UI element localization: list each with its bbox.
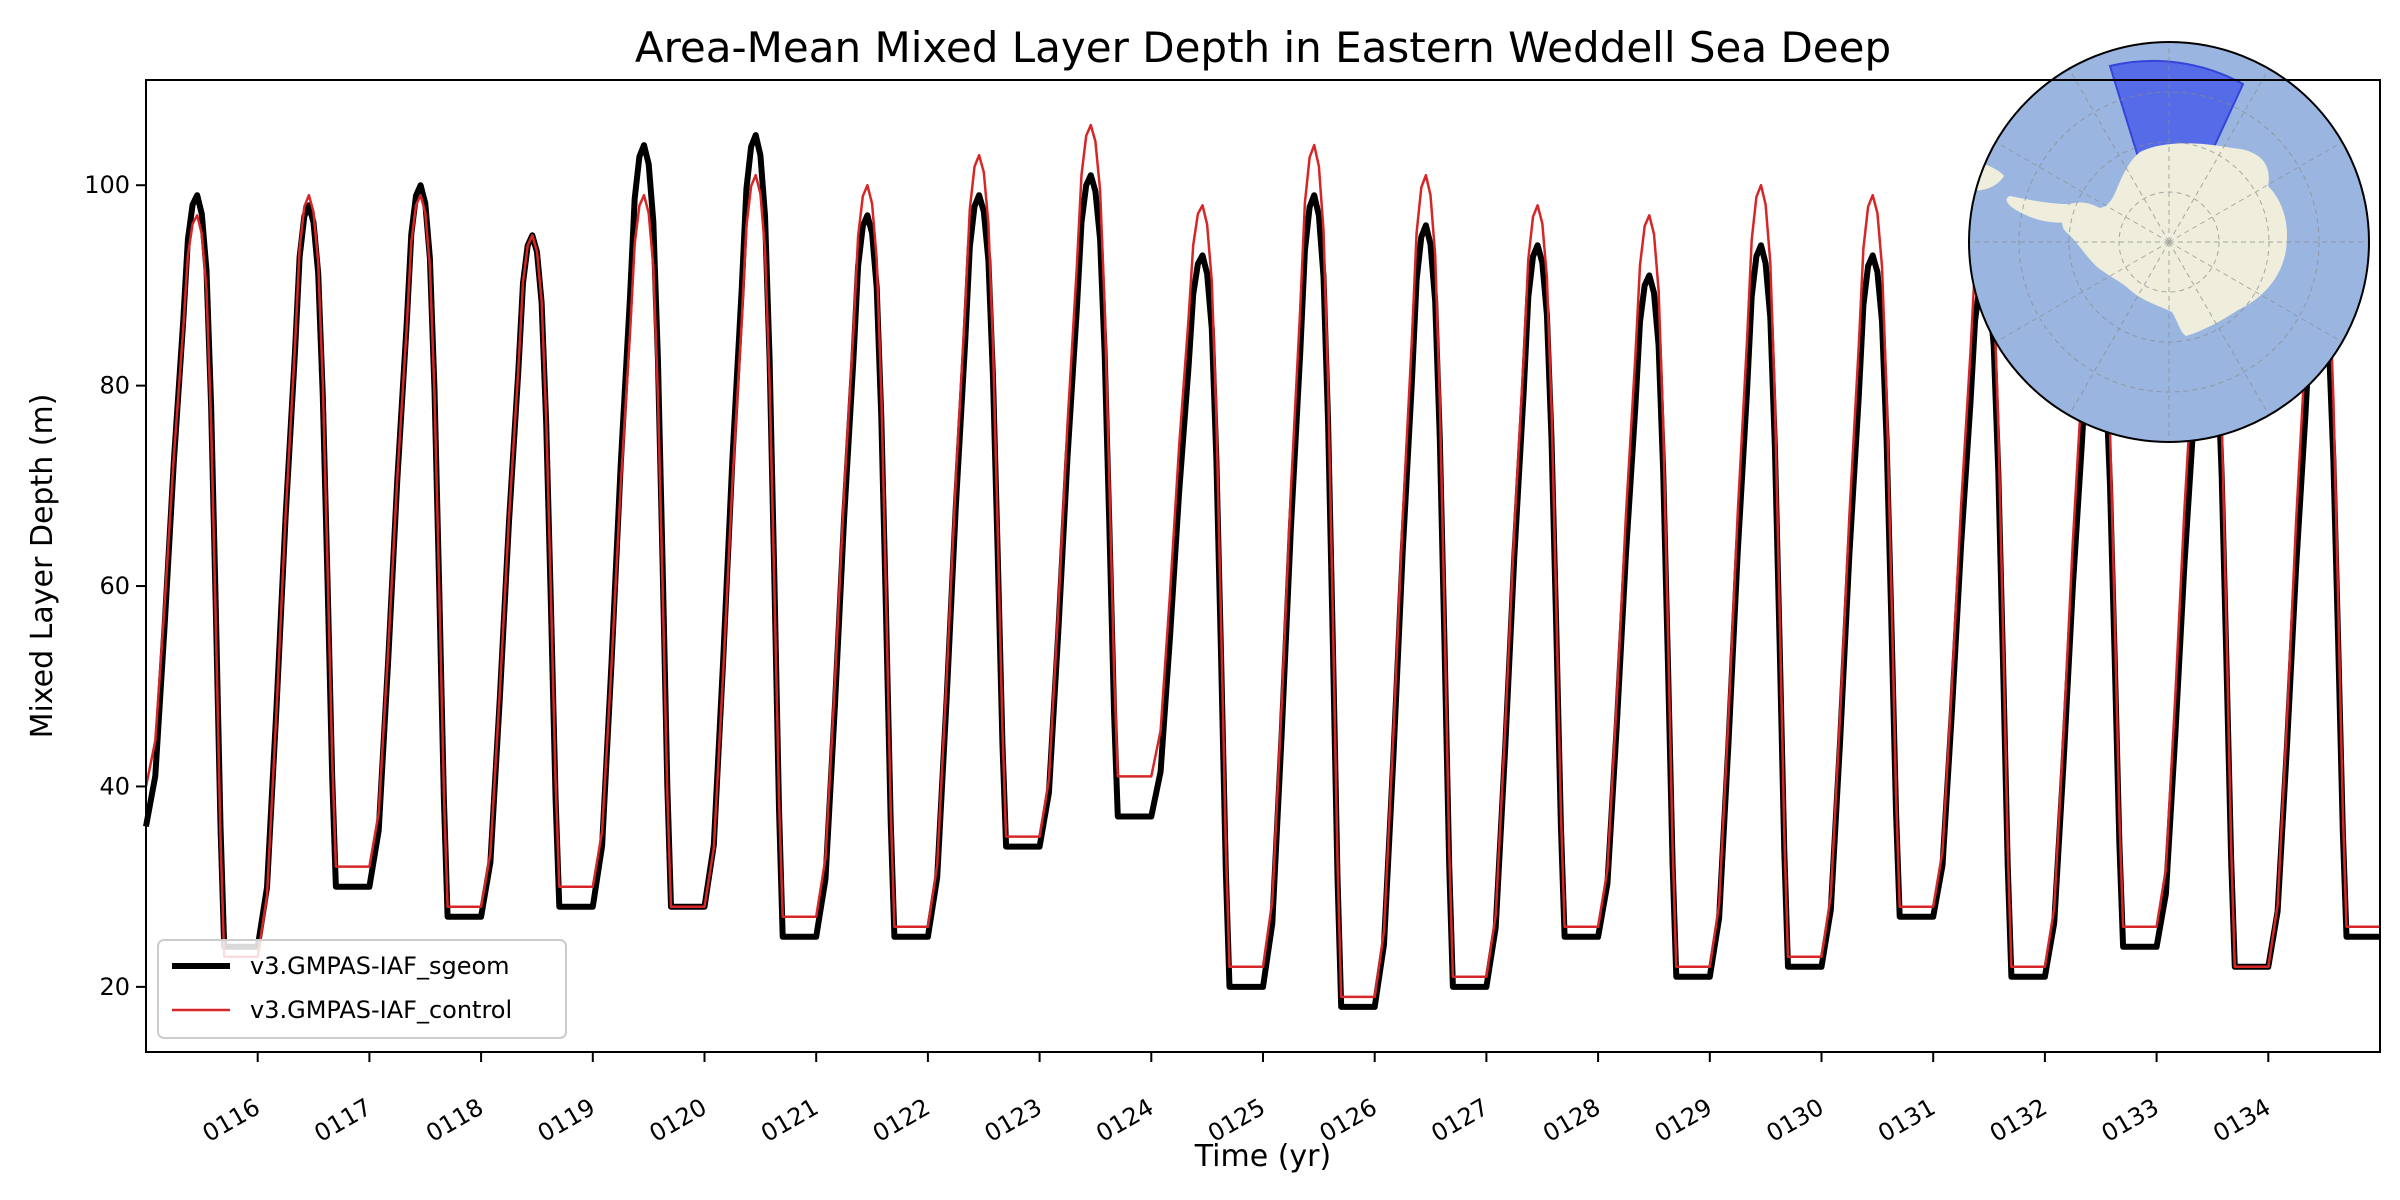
x-tick-label: 0132 [1985, 1093, 2052, 1148]
legend-box [157, 939, 567, 1039]
graticule-meridian [2168, 241, 2270, 416]
legend-label-control: v3.GMPAS-IAF_control [250, 996, 512, 1024]
plot-area [143, 41, 2381, 1053]
legend: v3.GMPAS-IAF_sgeom v3.GMPAS-IAF_control [157, 939, 567, 1039]
x-tick-label: 0131 [1873, 1093, 1940, 1148]
x-tick-label: 0130 [1762, 1093, 1829, 1148]
x-tick-label: 0121 [756, 1093, 823, 1148]
y-tick-label: 60 [99, 572, 130, 600]
graticule-meridian [2168, 241, 2343, 343]
y-tick-label: 80 [99, 372, 130, 400]
y-tick-label: 100 [84, 171, 130, 199]
graticule-meridian [2068, 68, 2170, 243]
graticule-circle [2018, 91, 2320, 393]
x-axis: 0116 0117 0118 0119 0120 0121 0122 0123 0124 0125… [198, 1052, 2275, 1148]
x-tick-label: 0133 [2097, 1093, 2164, 1148]
y-tick-label: 40 [99, 772, 130, 800]
x-tick-label: 0128 [1538, 1093, 1605, 1148]
x-tick-label: 0122 [868, 1093, 935, 1148]
x-tick-label: 0129 [1650, 1093, 1717, 1148]
inset-map-graticule [1969, 42, 2369, 442]
x-tick-label: 0123 [980, 1093, 1047, 1148]
x-tick-label: 0119 [533, 1093, 600, 1148]
x-tick-label: 0120 [645, 1093, 712, 1148]
x-tick-label: 0118 [421, 1093, 488, 1148]
x-tick-label: 0127 [1427, 1093, 1494, 1148]
x-tick-label: 0116 [198, 1093, 265, 1148]
y-axis: 20 40 60 80 100 [84, 171, 146, 1001]
graticule-meridian [2168, 141, 2343, 243]
graticule-meridian [2168, 68, 2270, 243]
graticule-meridian [1995, 141, 2170, 243]
inset-map [1968, 41, 2370, 443]
legend-label-sgeom: v3.GMPAS-IAF_sgeom [250, 952, 510, 980]
x-tick-label: 0124 [1091, 1093, 1158, 1148]
y-axis-title: Mixed Layer Depth (m) [25, 394, 60, 739]
inset-map-highlighted-region [2108, 59, 2245, 161]
y-tick-label: 20 [99, 973, 130, 1001]
graticule-meridian [1995, 241, 2170, 343]
inset-map-border [1968, 41, 2370, 443]
graticule-meridian [2068, 241, 2170, 416]
inset-map-peninsula [2006, 196, 2074, 223]
inset-map-antarctica [2062, 143, 2288, 336]
x-axis-title: Time (yr) [1194, 1139, 1331, 1174]
chart-title: Area-Mean Mixed Layer Depth in Eastern W… [635, 23, 1891, 72]
x-tick-label: 0134 [2208, 1093, 2275, 1148]
x-tick-label: 0117 [310, 1093, 377, 1148]
